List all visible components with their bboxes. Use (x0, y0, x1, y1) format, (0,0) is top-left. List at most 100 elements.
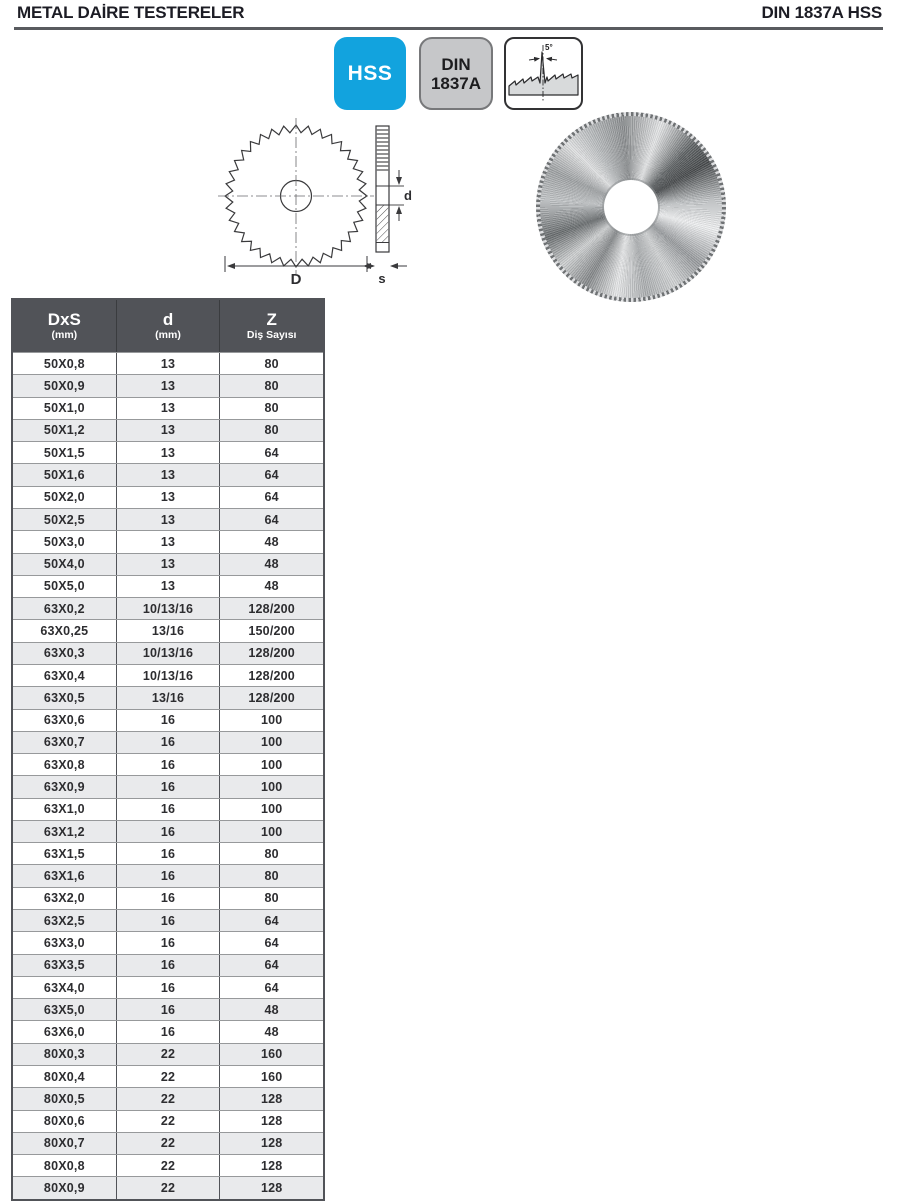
table-cell: 80X0,8 (43, 1158, 85, 1173)
table-cell: 63X6,0 (43, 1025, 85, 1040)
table-row: 63X6,0 16 48 (13, 1020, 323, 1043)
table-cell: 48 (219, 999, 323, 1021)
table-cell: 50X2,0 (43, 490, 85, 505)
table-row: 63X0,5 13/16 128/200 (13, 686, 323, 709)
table-row: 63X0,2 10/13/16 128/200 (13, 597, 323, 620)
table-row: 63X3,0 16 64 (13, 931, 323, 954)
table-cell: 22 (115, 1088, 220, 1110)
table-cell: 63X0,9 (43, 779, 85, 794)
table-row: 50X4,0 13 48 (13, 552, 323, 575)
table-cell: 16 (115, 976, 220, 999)
table-row: 63X4,0 16 64 (13, 975, 323, 999)
table-cell: 63X0,5 (43, 690, 85, 705)
bore-dim-label: d (404, 188, 412, 203)
table-cell: 80X0,9 (43, 1181, 85, 1196)
table-cell: 13 (115, 575, 220, 598)
table-cell: 63X4,0 (43, 980, 85, 995)
table-cell: 16 (115, 754, 220, 776)
table-cell: 16 (115, 887, 220, 910)
table-cell: 22 (115, 1043, 220, 1065)
table-cell: 64 (219, 486, 323, 508)
table-cell: 64 (219, 910, 323, 932)
table-cell: 10/13/16 (115, 598, 220, 620)
thickness-dim-label: s (378, 271, 385, 286)
table-body: 50X0,8 13 80 50X0,9 13 80 50X1,0 13 80 50X1,2 13 80… (13, 352, 323, 1199)
tooth-angle-value: 5° (545, 43, 553, 52)
table-row: 63X0,8 16 100 (13, 753, 323, 776)
table-row: 63X0,7 16 100 (13, 730, 323, 754)
table-cell: 48 (219, 531, 323, 553)
table-cell: 63X0,3 (43, 646, 85, 661)
table-cell: 50X4,0 (43, 557, 85, 572)
table-cell: 50X3,0 (43, 534, 85, 549)
table-row: 50X0,9 13 80 (13, 374, 323, 397)
table-cell: 50X1,6 (43, 468, 85, 483)
table-cell: 22 (115, 1132, 220, 1155)
table-row: 80X0,4 22 160 (13, 1065, 323, 1088)
table-row: 50X1,0 13 80 (13, 396, 323, 419)
tooth-profile-badge: 5° (504, 37, 583, 110)
table-cell: 50X0,9 (43, 378, 85, 393)
table-cell: 100 (219, 754, 323, 776)
table-cell: 128 (219, 1088, 323, 1110)
table-cell: 50X5,0 (43, 579, 85, 594)
table-row: 63X3,5 16 64 (13, 953, 323, 976)
table-cell: 64 (219, 932, 323, 954)
table-cell: 63X3,0 (43, 935, 85, 950)
table-cell: 100 (219, 776, 323, 798)
table-row: 63X5,0 16 48 (13, 998, 323, 1021)
table-header-d: d (mm) (115, 300, 220, 352)
table-cell: 13/16 (115, 687, 220, 709)
table-row: 63X2,5 16 64 (13, 909, 323, 932)
table-cell: 128 (219, 1110, 323, 1132)
table-cell: 13 (115, 531, 220, 553)
table-cell: 150/200 (219, 620, 323, 642)
table-row: 50X5,0 13 48 (13, 574, 323, 598)
table-cell: 64 (219, 976, 323, 999)
table-cell: 80X0,7 (43, 1136, 85, 1151)
hss-badge: HSS (334, 37, 406, 110)
table-cell: 63X1,6 (43, 869, 85, 884)
table-cell: 22 (115, 1066, 220, 1088)
table-cell: 80 (219, 419, 323, 442)
table-cell: 160 (219, 1066, 323, 1088)
table-cell: 16 (115, 820, 220, 843)
table-cell: 80 (219, 843, 323, 865)
table-row: 80X0,7 22 128 (13, 1131, 323, 1155)
din-badge-line1: DIN (441, 54, 471, 74)
dimensions-table: DxS (mm) d (mm) Z Diş Sayısı 50X0,8 13 80 5… (11, 298, 325, 1201)
table-cell: 63X0,4 (43, 668, 85, 683)
table-cell: 16 (115, 954, 220, 976)
table-row: 63X0,25 13/16 150/200 (13, 619, 323, 642)
table-cell: 50X1,2 (43, 423, 85, 438)
table-cell: 13 (115, 419, 220, 442)
table-row: 63X0,6 16 100 (13, 708, 323, 731)
table-cell: 13 (115, 397, 220, 419)
table-cell: 13 (115, 464, 220, 486)
table-cell: 16 (115, 843, 220, 865)
table-cell: 48 (219, 553, 323, 575)
table-cell: 22 (115, 1110, 220, 1132)
table-row: 63X0,9 16 100 (13, 775, 323, 798)
table-cell: 16 (115, 798, 220, 820)
saw-blade-photo (536, 112, 726, 302)
table-row: 50X2,0 13 64 (13, 485, 323, 508)
table-cell: 13 (115, 442, 220, 464)
table-cell: 13 (115, 508, 220, 531)
table-row: 63X1,2 16 100 (13, 819, 323, 843)
table-cell: 100 (219, 709, 323, 731)
table-cell: 16 (115, 776, 220, 798)
table-cell: 50X0,8 (43, 356, 85, 371)
table-cell: 13 (115, 486, 220, 508)
table-row: 50X3,0 13 48 (13, 530, 323, 553)
table-cell: 13 (115, 375, 220, 397)
table-cell: 16 (115, 932, 220, 954)
table-cell: 22 (115, 1177, 220, 1199)
table-cell: 80 (219, 375, 323, 397)
table-cell: 13/16 (115, 620, 220, 642)
table-cell: 63X0,7 (43, 735, 85, 750)
table-cell: 64 (219, 442, 323, 464)
table-row: 50X1,2 13 80 (13, 418, 323, 442)
table-cell: 100 (219, 731, 323, 754)
table-cell: 128/200 (219, 642, 323, 664)
